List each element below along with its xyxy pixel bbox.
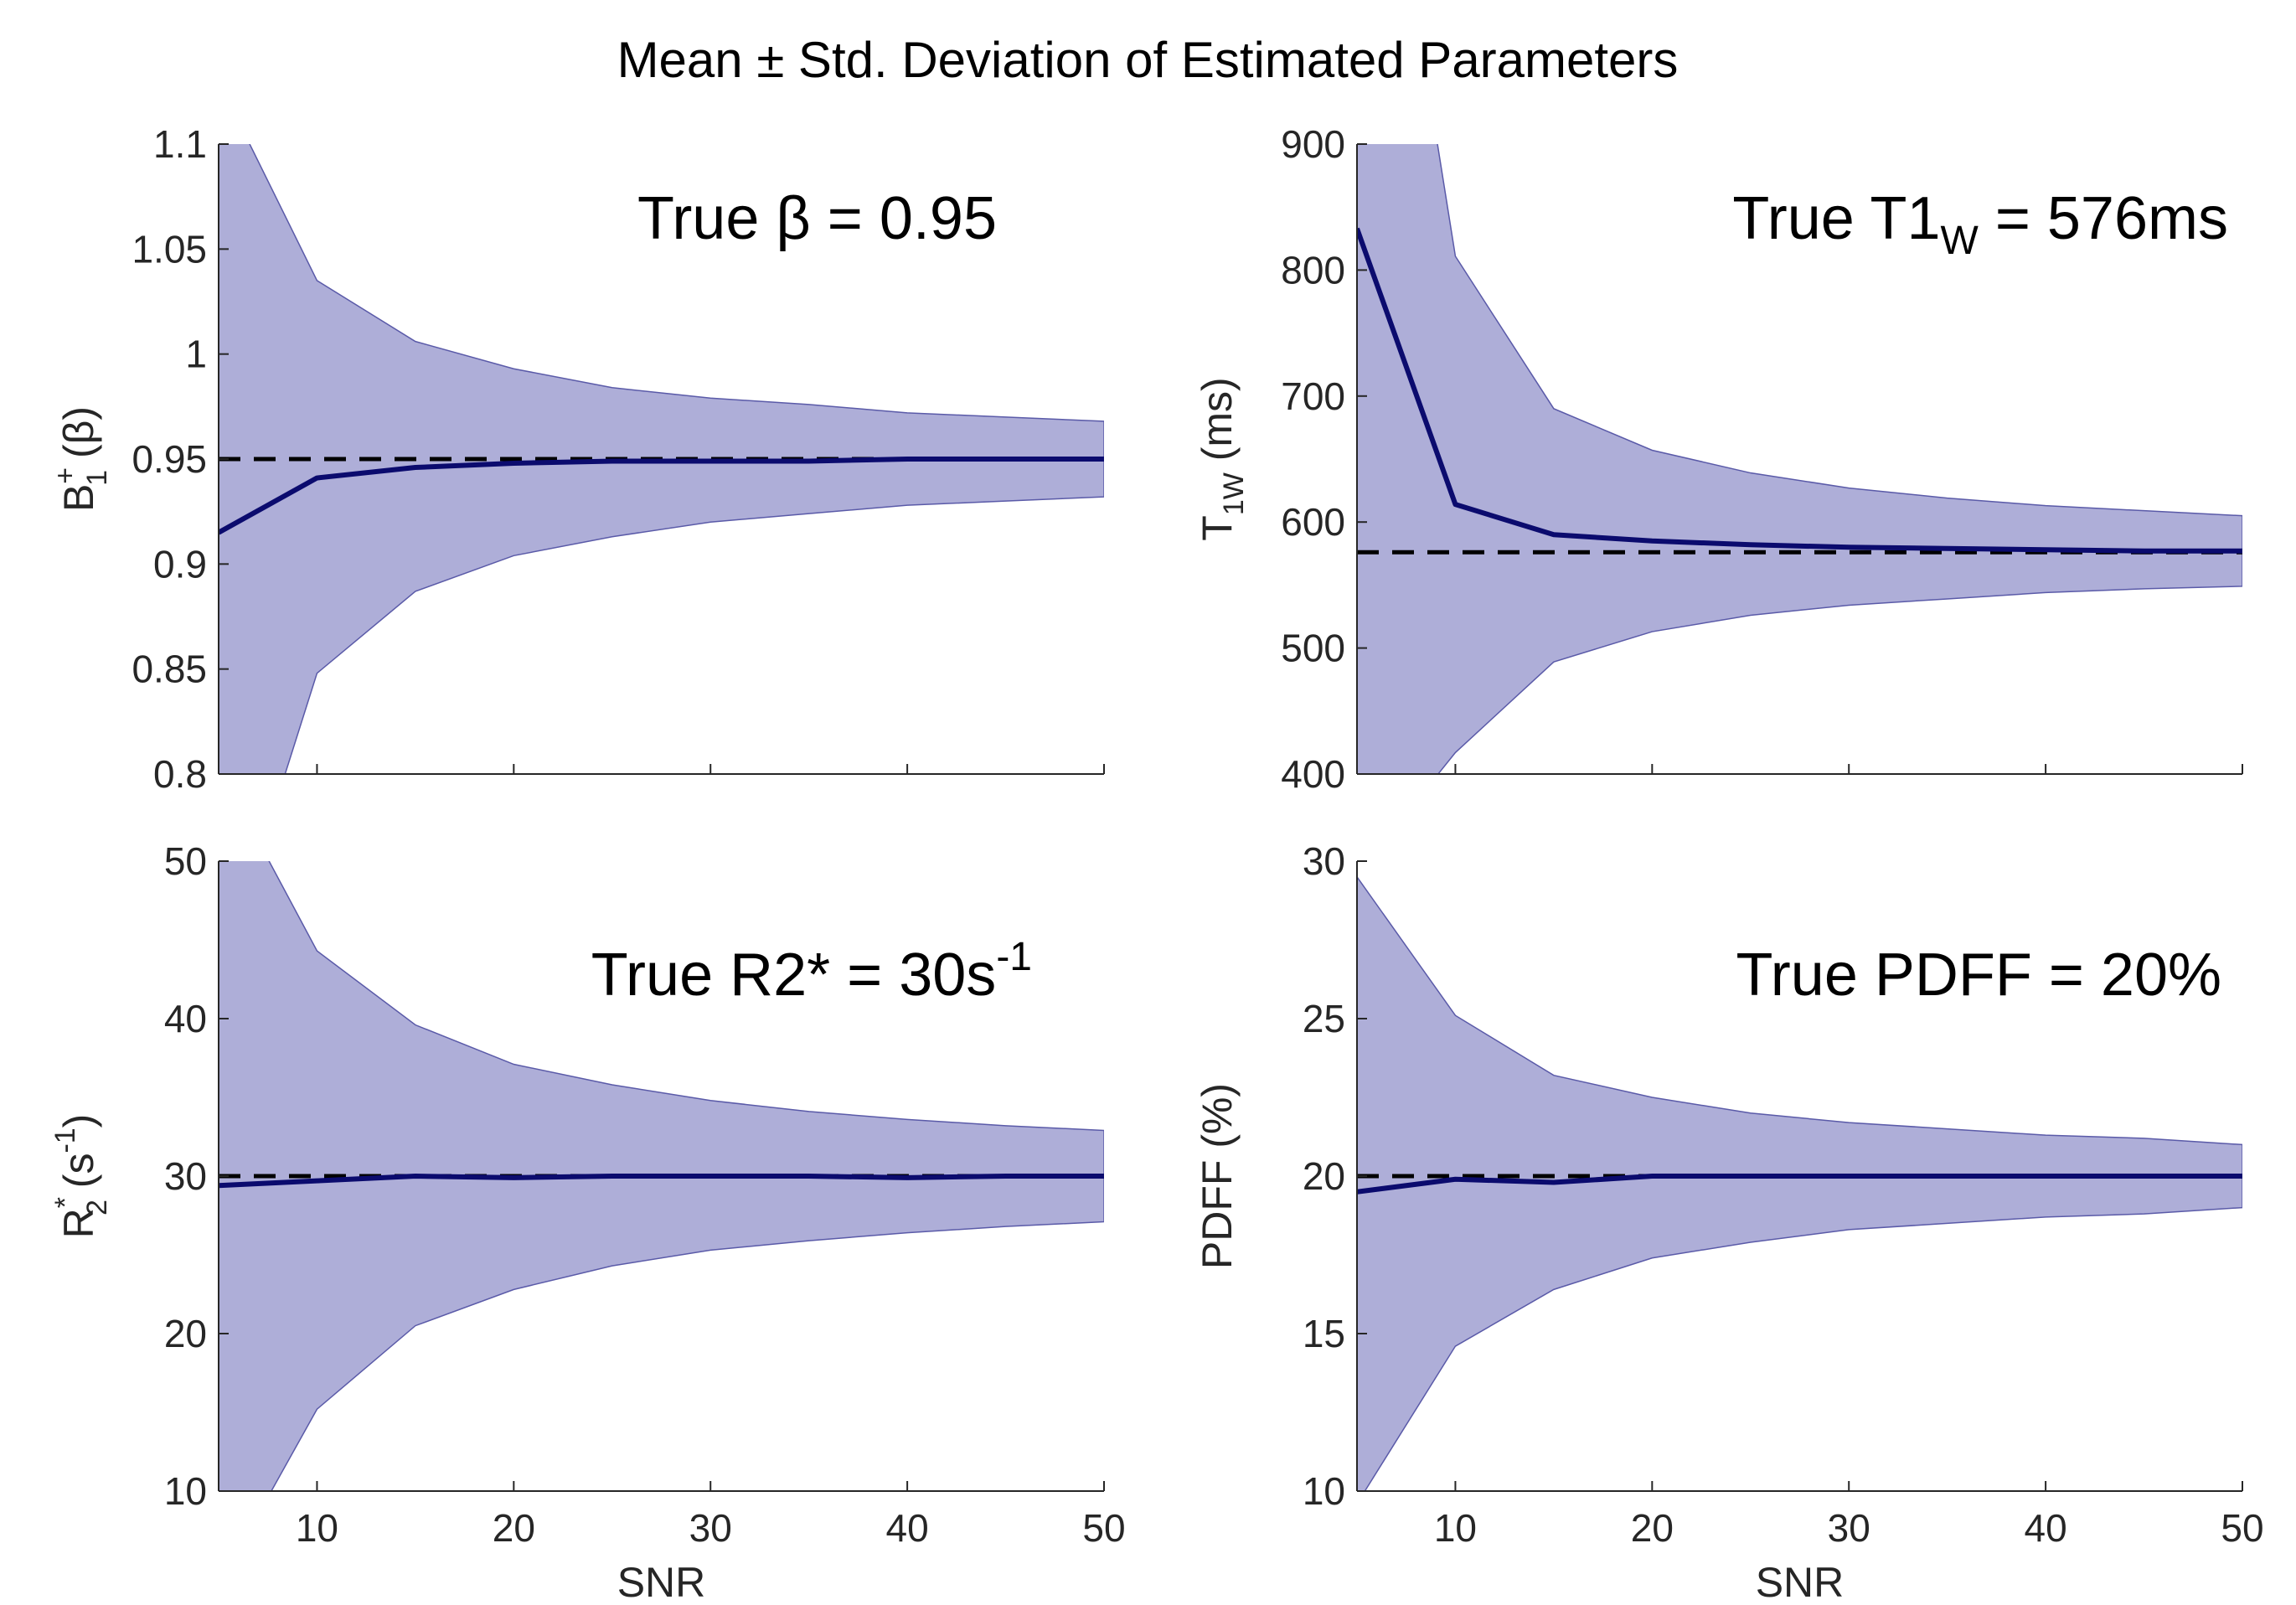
y-tick-label: 400: [1281, 752, 1345, 796]
panel-b1: 0.8 0.85 0.9 0.95 1 1.05 1.1 B+1​ (β) True β = 0…: [49, 122, 1105, 796]
y-tick-label: 0.8: [153, 752, 207, 796]
y-tick-label: 30: [164, 1154, 207, 1198]
x-tick-label: 30: [1828, 1506, 1870, 1550]
panel-r2: 10 20 30 40 50 10 20 30 40 50 SNR R*2​ (s-1) True R2…: [49, 839, 1126, 1605]
y-tick-label: 700: [1281, 374, 1345, 418]
y-tick-label: 1.05: [132, 227, 207, 271]
y-tick-label: 1: [185, 333, 207, 376]
y-tick-label: 20: [164, 1312, 207, 1355]
true-value-annotation: True R2* = 30s-1: [591, 935, 1032, 1009]
mean-line: [1357, 1174, 2242, 1195]
y-axis-label: PDFF (%): [1194, 1083, 1241, 1269]
x-tick-label: 20: [493, 1506, 535, 1550]
y-tick-label: 800: [1281, 248, 1345, 292]
y-axis-label: R*2​ (s-1): [49, 1114, 113, 1239]
y-tick-label: 600: [1281, 500, 1345, 544]
x-tick-label: 10: [296, 1506, 338, 1550]
y-tick-label: 1.1: [153, 122, 207, 166]
x-tick-label: 30: [689, 1506, 732, 1550]
y-tick-label: 900: [1281, 122, 1345, 166]
y-tick-label: 40: [164, 997, 207, 1040]
x-tick-label: 20: [1631, 1506, 1674, 1550]
plot-area: [219, 861, 1104, 1491]
y-tick-label: 10: [1303, 1469, 1345, 1513]
x-tick-label: 50: [1082, 1506, 1125, 1550]
figure-title: Mean ± Std. Deviation of Estimated Param…: [617, 32, 1679, 88]
mean-line: [219, 1174, 1104, 1189]
y-tick-label: 10: [164, 1469, 207, 1513]
panel-t1: 400 500 600 700 800 900 T1W​ (ms) True T1W = 57…: [1194, 122, 2243, 796]
x-tick-label: 50: [2221, 1506, 2263, 1550]
std-band: [1357, 875, 2242, 1491]
mean-line: [219, 457, 1104, 535]
mean-line: [1357, 227, 2242, 554]
plot-area: [1357, 144, 2242, 774]
x-axis-label: SNR: [617, 1559, 706, 1605]
y-tick-label: 25: [1303, 997, 1345, 1040]
y-tick-label: 0.85: [132, 648, 207, 691]
y-tick-label: 0.95: [132, 437, 207, 481]
plot-area: [219, 144, 1104, 774]
plot-area: [1357, 875, 2242, 1491]
x-tick-label: 40: [886, 1506, 929, 1550]
std-band: [1357, 144, 2242, 774]
true-value-annotation: True T1W = 576ms: [1732, 185, 2228, 263]
x-axis-label: SNR: [1756, 1559, 1845, 1605]
y-axis-label: B+1​ (β): [49, 406, 113, 512]
y-tick-label: 50: [164, 839, 207, 883]
y-tick-label: 20: [1303, 1154, 1345, 1198]
y-axis-label: T1W​ (ms): [1194, 377, 1250, 540]
true-value-annotation: True β = 0.95: [637, 185, 997, 252]
y-tick-label: 30: [1303, 839, 1345, 883]
y-tick-label: 0.9: [153, 542, 207, 586]
true-value-annotation: True PDFF = 20%: [1736, 942, 2221, 1009]
x-tick-label: 40: [2025, 1506, 2067, 1550]
y-tick-label: 15: [1303, 1312, 1345, 1355]
panel-pdff: 10 15 20 25 30 10 20 30 40 50 SNR PDFF (%) True PDFF…: [1194, 839, 2264, 1605]
y-tick-label: 500: [1281, 627, 1345, 670]
x-tick-label: 10: [1434, 1506, 1477, 1550]
